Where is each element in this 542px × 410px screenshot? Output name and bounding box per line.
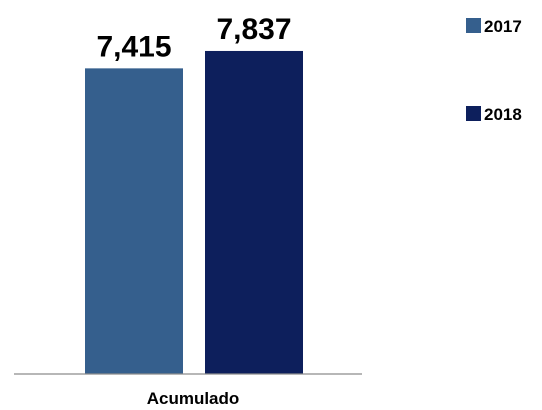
data-label-2018: 7,837 [216, 13, 291, 46]
legend-label-2017: 2017 [484, 17, 522, 36]
legend-swatch-2017 [466, 18, 481, 33]
bar-2018 [205, 50, 303, 375]
bars-layer [85, 50, 303, 375]
data-label-2017: 7,415 [96, 30, 171, 63]
legend: 2017 2018 [466, 17, 522, 124]
legend-swatch-2018 [466, 106, 481, 121]
value-labels-layer: 7,415 7,837 [96, 13, 291, 63]
x-tick-label: Acumulado [147, 389, 240, 408]
bar-2017 [85, 68, 183, 375]
legend-label-2018: 2018 [484, 105, 522, 124]
